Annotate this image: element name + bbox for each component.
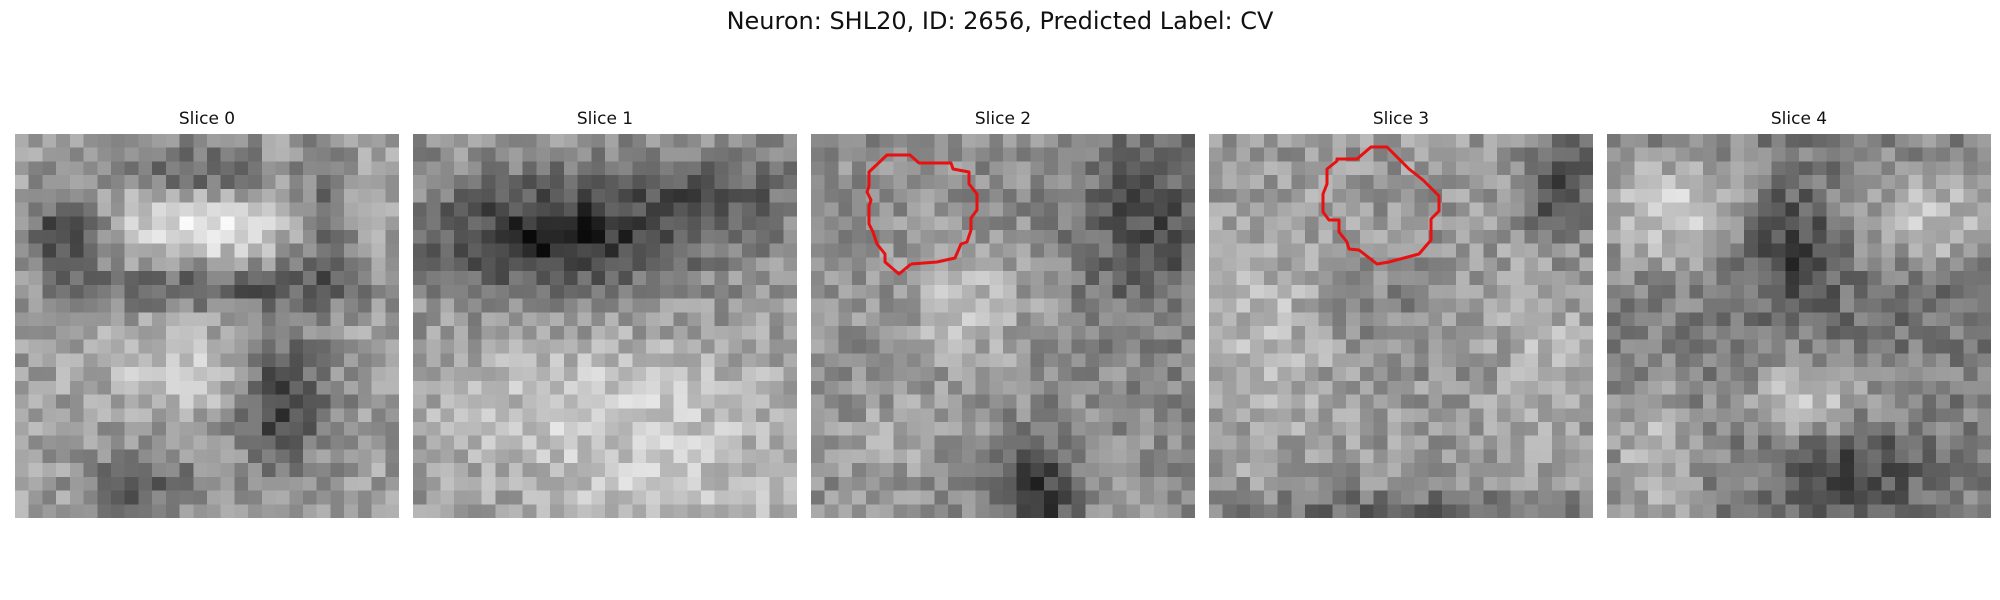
slice-image bbox=[1607, 134, 1991, 518]
slice-title: Slice 2 bbox=[974, 109, 1032, 129]
slice-image bbox=[15, 134, 399, 518]
slice-title: Slice 3 bbox=[1372, 109, 1430, 129]
figure-title: Neuron: SHL20, ID: 2656, Predicted Label… bbox=[726, 7, 1274, 35]
slice-panel-2: Slice 2 bbox=[811, 104, 1195, 518]
slice-title: Slice 1 bbox=[576, 109, 634, 129]
slice-title: Slice 0 bbox=[178, 109, 236, 129]
slice-panel-0: Slice 0 bbox=[15, 104, 399, 518]
slice-image bbox=[413, 134, 797, 518]
roi-contour bbox=[865, 153, 979, 276]
slice-panel-4: Slice 4 bbox=[1607, 104, 1991, 518]
slice-title: Slice 4 bbox=[1770, 109, 1828, 129]
slice-image bbox=[1209, 134, 1593, 518]
roi-contour bbox=[1321, 145, 1441, 266]
slice-image bbox=[811, 134, 1195, 518]
slice-panel-3: Slice 3 bbox=[1209, 104, 1593, 518]
slice-panel-1: Slice 1 bbox=[413, 104, 797, 518]
